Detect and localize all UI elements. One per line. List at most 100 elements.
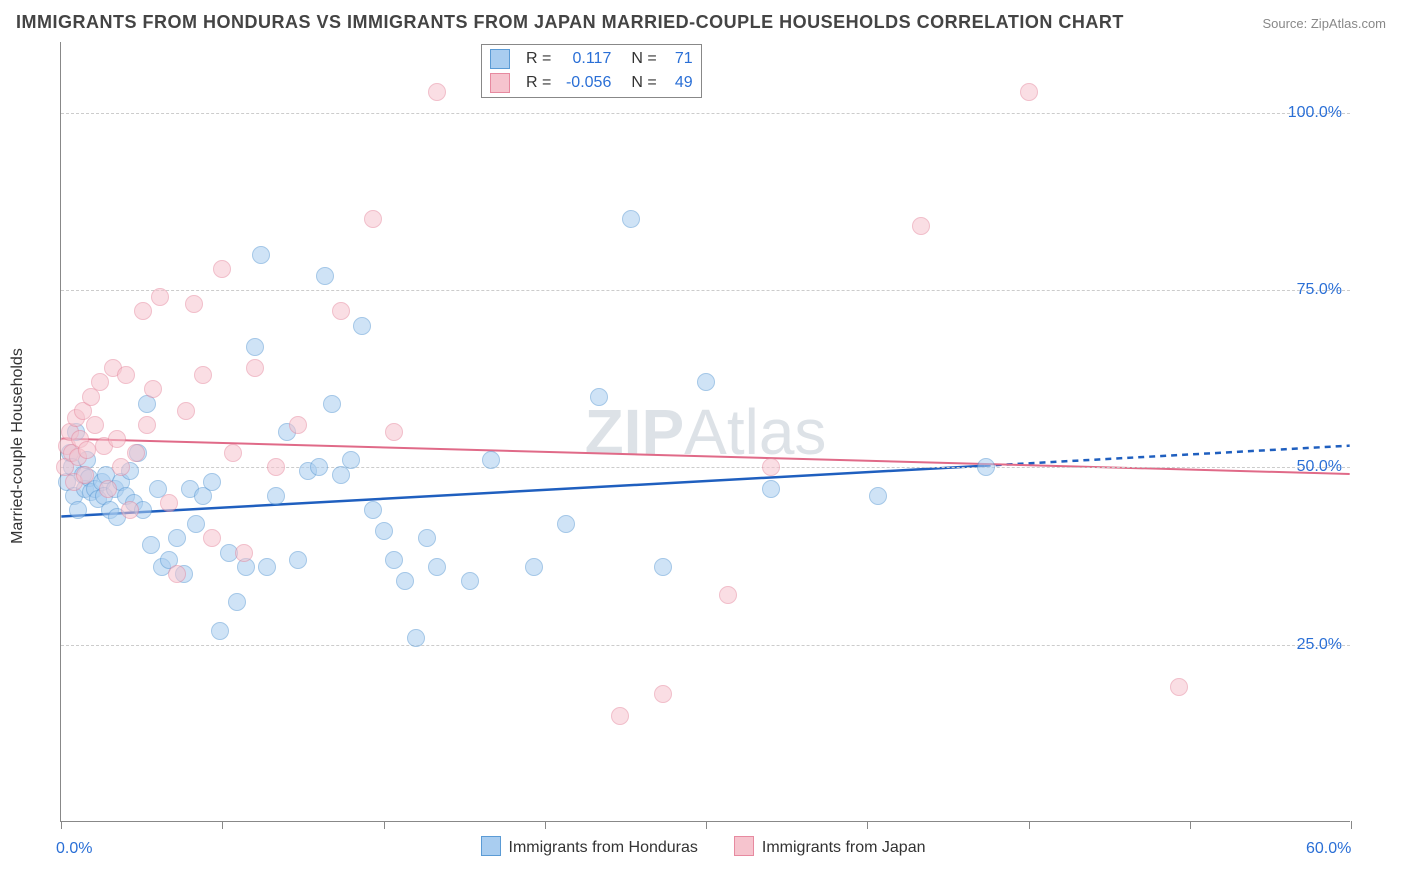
data-point <box>590 388 608 406</box>
x-tick <box>706 821 707 829</box>
data-point <box>194 366 212 384</box>
data-point <box>203 529 221 547</box>
data-point <box>121 501 139 519</box>
data-point <box>289 551 307 569</box>
legend-item: Immigrants from Honduras <box>481 836 698 857</box>
n-label: N = <box>631 50 656 68</box>
r-label: R = <box>526 50 551 68</box>
data-point <box>323 395 341 413</box>
chart-title: IMMIGRANTS FROM HONDURAS VS IMMIGRANTS F… <box>16 12 1124 33</box>
data-point <box>364 501 382 519</box>
data-point <box>91 373 109 391</box>
legend-row: R = 0.117N = 71 <box>490 47 693 71</box>
n-value: 49 <box>665 74 693 92</box>
data-point <box>385 423 403 441</box>
data-point <box>108 430 126 448</box>
data-point <box>316 267 334 285</box>
legend-label: Immigrants from Honduras <box>509 839 698 856</box>
legend-swatch <box>481 836 501 856</box>
data-point <box>310 458 328 476</box>
data-point <box>396 572 414 590</box>
data-point <box>258 558 276 576</box>
data-point <box>289 416 307 434</box>
data-point <box>342 451 360 469</box>
legend-label: Immigrants from Japan <box>762 839 926 856</box>
watermark: ZIPAtlas <box>585 395 827 469</box>
x-tick <box>61 821 62 829</box>
x-tick <box>1029 821 1030 829</box>
data-point <box>112 458 130 476</box>
regression-lines <box>61 42 1350 821</box>
data-point <box>86 416 104 434</box>
data-point <box>127 444 145 462</box>
data-point <box>151 288 169 306</box>
data-point <box>252 246 270 264</box>
data-point <box>211 622 229 640</box>
data-point <box>246 338 264 356</box>
data-point <box>213 260 231 278</box>
data-point <box>1020 83 1038 101</box>
data-point <box>869 487 887 505</box>
gridline <box>61 290 1350 291</box>
data-point <box>385 551 403 569</box>
x-tick <box>1351 821 1352 829</box>
data-point <box>228 593 246 611</box>
data-point <box>364 210 382 228</box>
data-point <box>332 302 350 320</box>
data-point <box>134 302 152 320</box>
x-tick <box>1190 821 1191 829</box>
data-point <box>267 458 285 476</box>
data-point <box>267 487 285 505</box>
legend-swatch <box>490 49 510 69</box>
data-point <box>144 380 162 398</box>
data-point <box>482 451 500 469</box>
data-point <box>117 366 135 384</box>
legend-swatch <box>490 73 510 93</box>
data-point <box>719 586 737 604</box>
n-label: N = <box>631 74 656 92</box>
plot-area: ZIPAtlas R = 0.117N = 71R = -0.056N = 49… <box>60 42 1350 822</box>
data-point <box>185 295 203 313</box>
y-tick-label: 25.0% <box>1297 636 1342 654</box>
gridline <box>61 645 1350 646</box>
data-point <box>418 529 436 547</box>
data-point <box>224 444 242 462</box>
data-point <box>160 494 178 512</box>
data-point <box>203 473 221 491</box>
data-point <box>428 558 446 576</box>
gridline <box>61 113 1350 114</box>
data-point <box>407 629 425 647</box>
data-point <box>1170 678 1188 696</box>
data-point <box>138 416 156 434</box>
legend-item: Immigrants from Japan <box>734 836 926 857</box>
data-point <box>762 458 780 476</box>
r-label: R = <box>526 74 551 92</box>
data-point <box>168 529 186 547</box>
data-point <box>622 210 640 228</box>
data-point <box>762 480 780 498</box>
data-point <box>461 572 479 590</box>
data-point <box>235 544 253 562</box>
gridline <box>61 467 1350 468</box>
data-point <box>76 466 94 484</box>
data-point <box>654 685 672 703</box>
data-point <box>557 515 575 533</box>
y-tick-label: 50.0% <box>1297 458 1342 476</box>
data-point <box>142 536 160 554</box>
data-point <box>177 402 195 420</box>
legend-swatch <box>734 836 754 856</box>
data-point <box>353 317 371 335</box>
data-point <box>912 217 930 235</box>
correlation-legend: R = 0.117N = 71R = -0.056N = 49 <box>481 44 702 98</box>
data-point <box>428 83 446 101</box>
data-point <box>187 515 205 533</box>
data-point <box>168 565 186 583</box>
y-tick-label: 75.0% <box>1297 281 1342 299</box>
data-point <box>99 480 117 498</box>
r-value: -0.056 <box>559 74 611 92</box>
x-tick <box>545 821 546 829</box>
x-tick <box>384 821 385 829</box>
legend-row: R = -0.056 N = 49 <box>490 71 693 95</box>
source-label: Source: ZipAtlas.com <box>1262 16 1386 31</box>
x-tick <box>222 821 223 829</box>
